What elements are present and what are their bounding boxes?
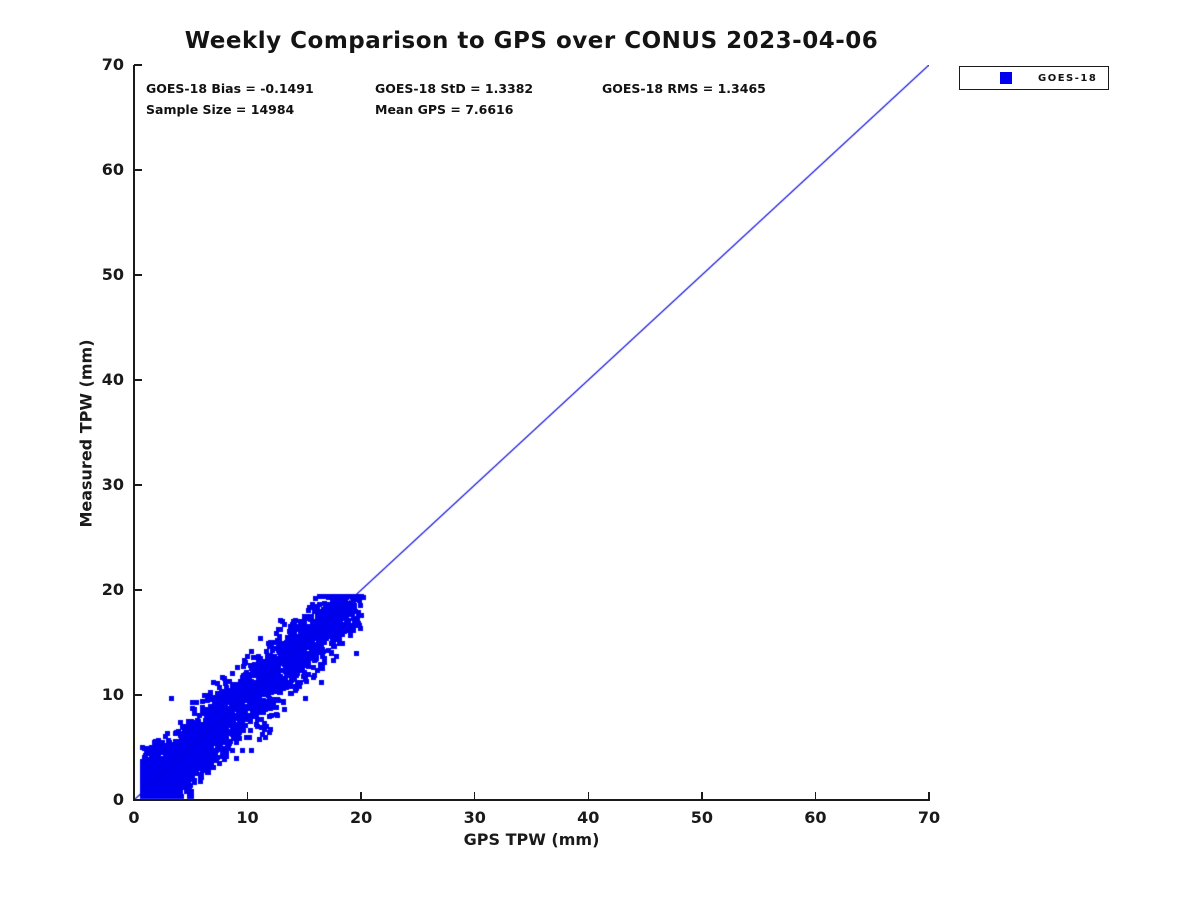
- y-tick-mark: [134, 169, 142, 171]
- scatter-plot-area: [134, 65, 929, 800]
- y-tick-label: 70: [101, 55, 124, 74]
- y-tick-mark: [134, 589, 142, 591]
- legend-label: GOES-18: [1038, 72, 1098, 84]
- x-tick-label: 60: [804, 808, 827, 827]
- x-tick-mark: [473, 792, 476, 800]
- x-tick-mark: [928, 792, 930, 800]
- y-tick-label: 50: [101, 265, 124, 284]
- x-axis-label: GPS TPW (mm): [463, 830, 600, 849]
- x-tick-label: 50: [690, 808, 713, 827]
- y-tick-label: 10: [101, 685, 124, 704]
- x-tick-mark: [360, 792, 362, 800]
- legend-marker-square-icon: [1000, 72, 1012, 84]
- x-tick-label: 0: [128, 808, 140, 827]
- x-tick-mark: [701, 792, 703, 800]
- x-tick-label: 30: [463, 808, 486, 827]
- x-tick-mark: [587, 792, 590, 800]
- y-tick-mark: [134, 64, 142, 66]
- y-tick-label: 30: [101, 475, 124, 494]
- x-tick-label: 70: [917, 808, 941, 827]
- y-tick-mark: [134, 484, 142, 486]
- x-tick-mark: [246, 792, 249, 800]
- y-tick-label: 60: [101, 160, 124, 179]
- legend-box: GOES-18: [959, 66, 1109, 90]
- y-tick-mark: [134, 799, 142, 801]
- y-tick-label: 0: [112, 790, 124, 809]
- x-tick-mark: [133, 792, 135, 800]
- y-tick-label: 20: [101, 580, 124, 599]
- y-tick-mark: [134, 379, 142, 381]
- y-tick-label: 40: [101, 370, 124, 389]
- x-tick-label: 20: [350, 808, 373, 827]
- y-tick-mark: [134, 274, 142, 276]
- x-tick-label: 40: [577, 808, 600, 827]
- y-axis-spine: [133, 65, 135, 801]
- y-tick-mark: [134, 694, 142, 696]
- x-tick-mark: [814, 792, 817, 800]
- x-tick-label: 10: [236, 808, 259, 827]
- chart-title: Weekly Comparison to GPS over CONUS 2023…: [184, 28, 879, 54]
- y-axis-label: Measured TPW (mm): [76, 339, 96, 528]
- x-axis-spine: [133, 799, 930, 801]
